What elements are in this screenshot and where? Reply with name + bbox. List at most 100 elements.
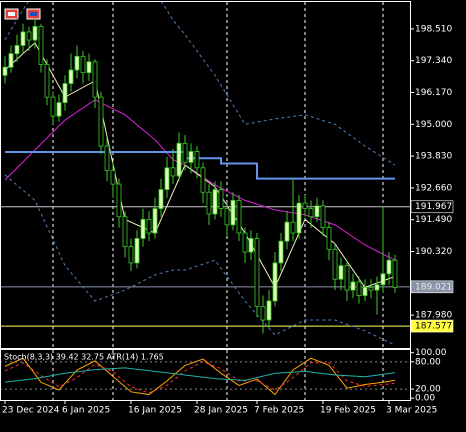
y-tick-label: 0.00: [415, 394, 435, 404]
y-tick-label: 100.00: [415, 348, 447, 358]
price-frame: [0, 1, 411, 349]
candle-body: [206, 191, 212, 215]
candle-body: [128, 246, 134, 264]
indicator-line: [4, 2, 396, 166]
candle-body: [194, 151, 200, 169]
candle-body: [236, 200, 242, 234]
candle-body: [272, 262, 278, 302]
price-label-box: [410, 319, 454, 333]
candle-body: [92, 61, 98, 98]
candle-body: [392, 259, 398, 288]
x-tick-label: 19 Feb 2025: [320, 406, 376, 416]
candle-body: [266, 300, 272, 321]
candle-body: [182, 142, 188, 163]
indicator-line: [4, 367, 396, 383]
candle-body: [212, 189, 218, 215]
candle-body: [152, 208, 158, 234]
candle-body: [116, 183, 122, 218]
x-tick-label: 7 Feb 2025: [254, 406, 304, 416]
y-tick-label: 193.830: [415, 152, 452, 162]
y-tick-label: 196.170: [415, 88, 452, 98]
price-label: 187.577: [415, 322, 452, 332]
candle-body: [326, 227, 332, 250]
indicator-line: [4, 361, 396, 394]
candle-body: [188, 151, 194, 163]
y-tick-label: 20.00: [415, 385, 441, 395]
candle-body: [26, 31, 32, 41]
price-label-box: [410, 280, 454, 294]
candle-body: [170, 167, 176, 177]
candle-body: [308, 208, 314, 218]
axes: Stoch(8,3,3) 39.42 32.75 ATR(14) 1.765 1…: [0, 1, 454, 416]
candle-body: [56, 102, 62, 117]
indicator-line: [4, 174, 396, 346]
candle-body: [290, 221, 296, 234]
candle-body: [146, 219, 152, 234]
candle-body: [278, 240, 284, 264]
candle-body: [284, 221, 290, 242]
candle-body: [230, 200, 236, 226]
y-tick-label: 192.660: [415, 183, 452, 193]
candle-body: [296, 202, 302, 234]
candle-body: [248, 238, 254, 253]
candle-body: [50, 96, 56, 117]
y-tick-label: 195.000: [415, 120, 452, 130]
candle-body: [164, 167, 170, 190]
candle-body: [362, 286, 368, 296]
y-tick-label: 80.00: [415, 357, 441, 367]
candle-body: [176, 142, 182, 177]
indicator-line: [4, 357, 396, 396]
y-tick-label: 198.510: [415, 24, 452, 34]
candle-body: [38, 26, 44, 65]
candle-body: [14, 45, 20, 55]
candle-body: [80, 55, 86, 74]
indicator-frame: [0, 349, 411, 401]
candle-body: [98, 96, 104, 147]
candle-body: [2, 66, 8, 76]
candle-body: [110, 170, 116, 185]
y-tick-label: 191.490: [415, 215, 452, 225]
candle-body: [356, 281, 362, 296]
candle-body: [200, 167, 206, 193]
x-tick-label: 23 Dec 2024: [2, 406, 60, 416]
candle-body: [86, 61, 92, 74]
price-label-box: [410, 200, 454, 214]
candle-body: [104, 145, 110, 171]
x-tick-label: 16 Jan 2025: [128, 406, 182, 416]
price-label: 191.967: [415, 202, 452, 212]
y-tick-label: 187.980: [415, 311, 452, 321]
candle-body: [62, 83, 68, 103]
candle-body: [140, 219, 146, 239]
candle-body: [8, 53, 14, 68]
price-label: 189.021: [415, 282, 452, 292]
candle-body: [32, 26, 38, 41]
candle-body: [344, 265, 350, 291]
candle-body: [314, 205, 320, 218]
candle-body: [332, 248, 338, 280]
x-tick-label: 28 Jan 2025: [194, 406, 248, 416]
candle-body: [134, 238, 140, 264]
candle-body: [242, 232, 248, 253]
toolbar-icons: [4, 8, 41, 20]
candle-body: [158, 189, 164, 209]
x-tick-label: 3 Mar 2025: [386, 406, 437, 416]
candle-body: [302, 202, 308, 209]
candle-body: [254, 238, 260, 307]
x-tick-label: 6 Jan 2025: [62, 406, 110, 416]
indicator-label: Stoch(8,3,3) 39.42 32.75 ATR(14) 1.765: [4, 353, 164, 362]
candle-body: [122, 216, 128, 248]
candle-body: [68, 69, 74, 84]
candle-body: [368, 286, 374, 291]
candle-body: [350, 281, 356, 291]
candle-body: [320, 205, 326, 228]
candle-body: [74, 55, 80, 71]
indicator-panel: [0, 350, 410, 400]
candle-body: [380, 273, 386, 286]
y-tick-label: 190.320: [415, 247, 452, 257]
candle-body: [44, 64, 50, 98]
candle-body: [260, 306, 266, 321]
candle-body: [20, 31, 26, 46]
candle-body: [386, 259, 392, 275]
candle-body: [374, 284, 380, 291]
